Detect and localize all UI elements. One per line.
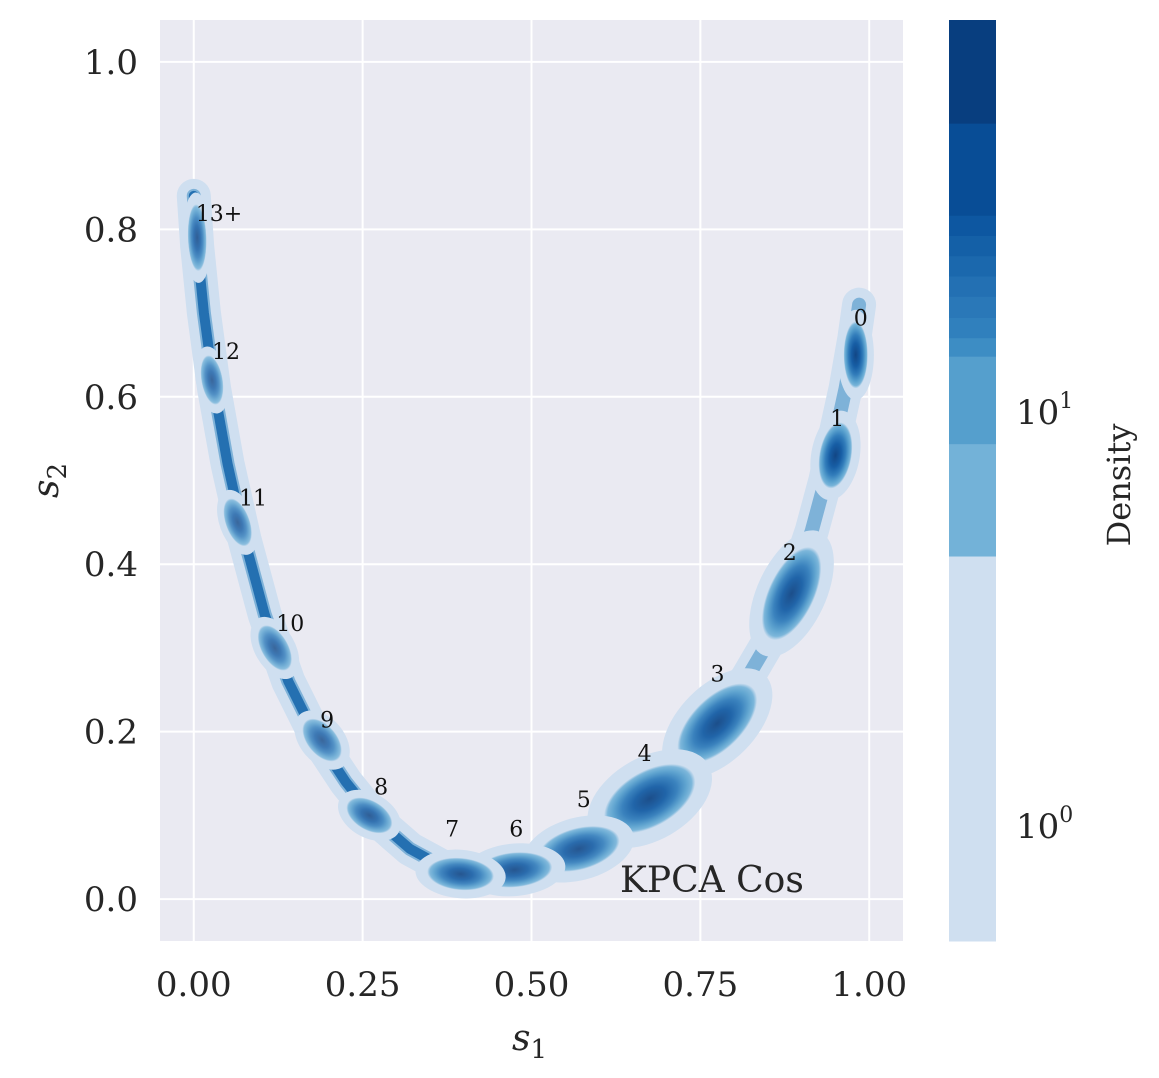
density-cluster-10 [250, 616, 300, 680]
cluster-label-13plus: 13+ [196, 202, 242, 227]
y-tick-label: 0.4 [84, 545, 138, 585]
colorbar-level [949, 443, 996, 557]
x-tick-label: 1.00 [831, 965, 907, 1005]
colorbar-level [949, 255, 996, 277]
cluster-core [677, 683, 758, 764]
x-axis-label-subscript: 1 [530, 1035, 547, 1065]
y-tick-label: 0.2 [84, 713, 138, 753]
cluster-core [223, 498, 252, 547]
cluster-label-9: 9 [320, 708, 334, 733]
density-cluster-8 [337, 789, 401, 842]
density-cluster-2 [749, 530, 834, 657]
y-axis-label: s2 [26, 463, 73, 498]
colorbar-level [949, 276, 996, 297]
cluster-label-10: 10 [276, 612, 304, 637]
cluster-label-11: 11 [239, 487, 267, 512]
colorbar-ticks: 100 101 [1016, 389, 1073, 847]
cluster-core [604, 763, 696, 834]
cluster-core [257, 625, 292, 671]
density-plot-area [176, 178, 877, 899]
x-tick-label: 0.00 [156, 965, 232, 1005]
method-annotation: KPCA Cos [620, 860, 804, 901]
colorbar-level [949, 296, 996, 318]
colorbar-level [949, 556, 996, 942]
density-cluster-11 [217, 489, 259, 555]
cluster-core [843, 321, 868, 389]
colorbar-level [949, 317, 996, 339]
cluster-label-5: 5 [577, 788, 591, 813]
colorbar-level [949, 123, 996, 216]
density-cluster-1 [810, 410, 861, 501]
cluster-label-0: 0 [854, 307, 868, 332]
cluster-label-3: 3 [711, 662, 725, 687]
density-cluster-3 [662, 668, 773, 779]
cluster-core [346, 797, 393, 834]
cluster-label-12: 12 [212, 340, 240, 365]
cluster-label-8: 8 [374, 775, 388, 800]
colorbar-tick-label: 101 [1016, 389, 1073, 433]
x-tick-label: 0.75 [663, 965, 739, 1005]
x-axis-ticks: 0.00 0.25 0.50 0.75 1.00 [156, 965, 907, 1005]
cluster-label-2: 2 [783, 541, 797, 566]
density-cluster-0 [837, 309, 874, 401]
cluster-core [761, 546, 822, 641]
cluster-label-4: 4 [638, 742, 652, 767]
cluster-core [818, 422, 853, 489]
density-cluster-blobs [182, 192, 874, 899]
y-axis-ticks: 0.0 0.2 0.4 0.6 0.8 1.0 [84, 43, 138, 920]
cluster-core [200, 355, 224, 405]
colorbar-level [949, 235, 996, 257]
colorbar-level [949, 337, 996, 357]
colorbar-label: Density [1100, 424, 1138, 547]
cluster-core [187, 204, 207, 272]
y-axis-label-main: s [26, 480, 67, 498]
cluster-label-1: 1 [830, 407, 844, 432]
colorbar [949, 20, 996, 942]
cluster-label-6: 6 [509, 817, 523, 842]
x-tick-label: 0.25 [325, 965, 401, 1005]
cluster-core [427, 857, 494, 891]
colorbar-level [949, 20, 996, 124]
colorbar-level [949, 356, 996, 445]
cluster-label-7: 7 [445, 817, 459, 842]
y-tick-label: 0.6 [84, 378, 138, 418]
grid-lines [160, 20, 903, 941]
density-cluster-7 [415, 849, 506, 899]
cluster-core [302, 718, 342, 762]
colorbar-level [949, 215, 996, 237]
x-axis-label: s1 [512, 1018, 547, 1065]
density-cluster-13+ [182, 192, 212, 283]
y-tick-label: 1.0 [84, 43, 138, 83]
density-cluster-9 [294, 710, 350, 770]
colorbar-tick-label: 100 [1016, 803, 1073, 847]
x-tick-label: 0.50 [494, 965, 570, 1005]
density-cluster-12 [195, 346, 229, 414]
y-tick-label: 0.0 [84, 880, 138, 920]
y-tick-label: 0.8 [84, 210, 138, 250]
y-axis-label-subscript: 2 [43, 463, 73, 480]
x-axis-label-main: s [512, 1018, 530, 1059]
